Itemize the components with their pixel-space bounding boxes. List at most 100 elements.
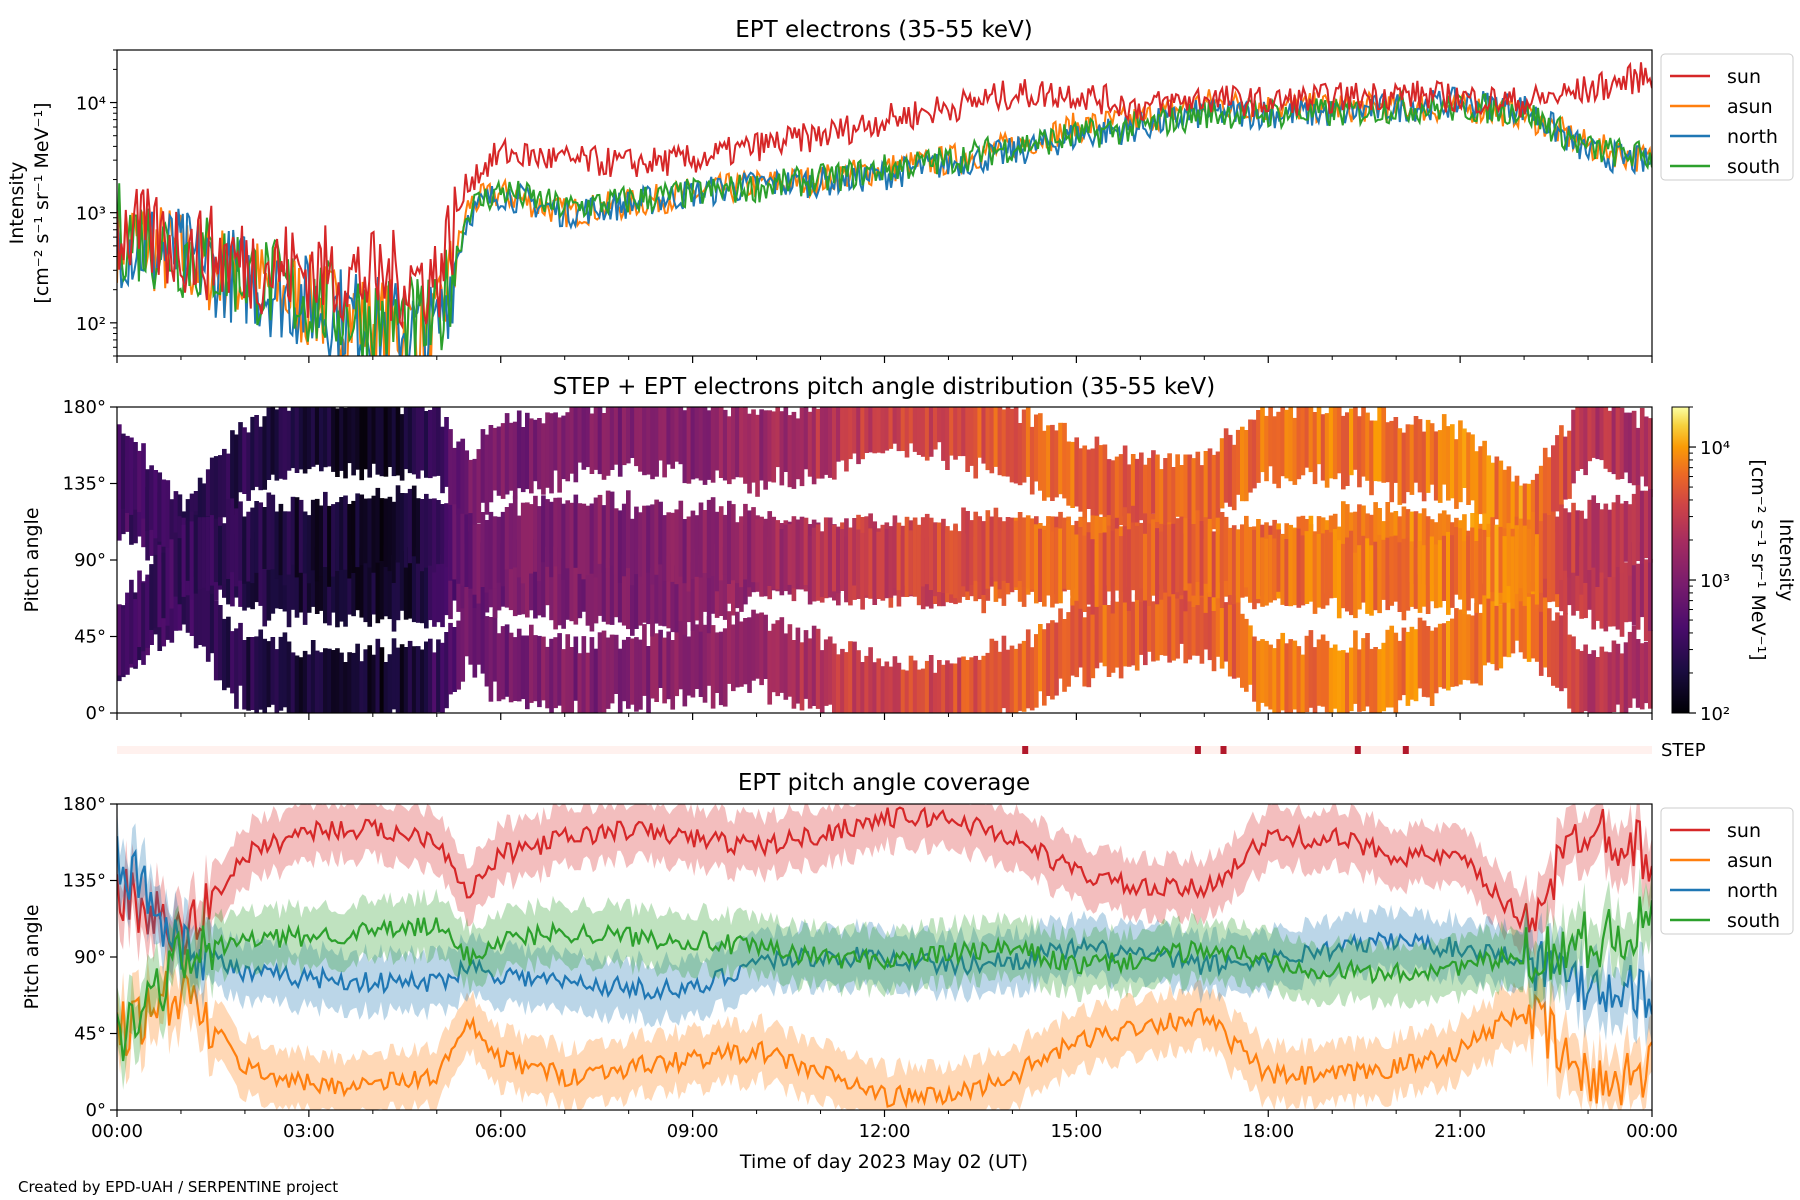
pad-cell — [666, 555, 672, 629]
pad-cell — [949, 530, 954, 595]
pad-cell — [694, 548, 700, 621]
pad-cell — [1393, 632, 1399, 713]
pad-cell — [375, 487, 381, 563]
pad-cell — [1187, 582, 1193, 660]
pad-cell — [848, 527, 853, 606]
pad-cell — [448, 504, 453, 581]
pad-cell — [238, 622, 243, 686]
pad-cell — [1591, 650, 1597, 713]
pad-cell — [1603, 651, 1609, 713]
pad-cell — [1341, 543, 1346, 609]
pad-cell — [1547, 608, 1552, 678]
x-tick-label: 12:00 — [859, 1121, 911, 1142]
pad-cell — [553, 412, 558, 471]
pad-cell — [516, 628, 522, 702]
pad-cell — [1478, 528, 1483, 605]
pad-cell — [1256, 640, 1261, 712]
pad-cell — [722, 628, 728, 707]
pad-cell — [403, 551, 409, 620]
pad-cell — [387, 496, 393, 572]
x-tick-label: 00:00 — [91, 1121, 143, 1142]
pad-cell — [1369, 648, 1374, 713]
pad-cell — [1147, 589, 1152, 652]
pad-cell — [799, 519, 805, 590]
pad-cell — [452, 627, 457, 692]
pad-cell — [827, 636, 833, 705]
pad-cell — [783, 524, 789, 592]
pad-cell — [1034, 634, 1039, 708]
pad-cell — [827, 517, 833, 598]
pad-cell — [569, 647, 575, 713]
pad-cell — [274, 511, 280, 579]
pad-cell — [908, 407, 914, 444]
pad-cell — [1151, 450, 1156, 514]
pad-cell — [367, 557, 373, 627]
pad-cell — [420, 499, 425, 572]
pad-cell — [892, 407, 898, 444]
pad-cell — [937, 407, 942, 443]
pad-cell — [1575, 542, 1580, 611]
pad-cell — [739, 516, 744, 588]
pad-cell — [1038, 528, 1043, 602]
pad-cell — [1167, 524, 1172, 597]
pad-cell — [1252, 636, 1257, 702]
pad-cell — [1405, 537, 1411, 611]
pad-cell — [617, 407, 623, 477]
intensity-ytick-label: 10⁴ — [76, 94, 106, 115]
pad-cell — [205, 584, 211, 662]
pad-cell — [1466, 535, 1471, 611]
pad-cell — [286, 410, 292, 471]
pad-cell — [912, 517, 918, 597]
pad-cell — [1611, 407, 1617, 475]
pad-cell — [1635, 485, 1641, 561]
pad-cell — [250, 637, 255, 710]
pad-cell — [1050, 620, 1055, 700]
pad-cell — [415, 407, 421, 479]
pad-cell — [920, 517, 926, 587]
pad-cell — [125, 435, 130, 513]
pad-cell — [1623, 642, 1629, 713]
pad-cell — [1235, 601, 1241, 678]
pad-cell — [1454, 439, 1459, 509]
pad-cell — [549, 638, 554, 713]
pad-cell — [1409, 626, 1415, 700]
pad-cell — [1005, 407, 1011, 477]
pad-cell — [924, 407, 930, 461]
pad-cell — [1215, 451, 1221, 520]
pad-cell — [1425, 626, 1431, 698]
pad-cell — [884, 407, 890, 451]
pad-cell — [626, 637, 631, 709]
pad-cell — [399, 644, 405, 713]
pad-cell — [553, 637, 558, 709]
pad-cell — [1510, 579, 1516, 654]
angle-tick-label: 90° — [74, 550, 106, 571]
pad-cell — [177, 538, 183, 605]
legend-label-asun: asun — [1727, 850, 1773, 872]
pad-cell — [359, 661, 365, 713]
pad-cell — [997, 407, 1003, 476]
pad-cell — [585, 407, 591, 468]
pad-cell — [1401, 627, 1407, 696]
pad-cell — [298, 499, 304, 573]
pad-cell — [832, 525, 837, 592]
pad-cell — [989, 407, 995, 474]
pad-cell — [1522, 584, 1528, 659]
pad-cell — [306, 654, 312, 713]
pad-cell — [743, 503, 748, 580]
pad-cell — [1324, 640, 1330, 713]
pad-cell — [565, 634, 571, 713]
pad-cell — [1235, 429, 1241, 495]
pad-cell — [706, 410, 712, 480]
pad-cell — [1389, 420, 1395, 503]
pad-cell — [387, 407, 393, 467]
pad-cell — [472, 597, 478, 678]
pad-cell — [1542, 513, 1548, 579]
pad-cell — [1114, 528, 1120, 591]
pad-cell — [1336, 650, 1342, 713]
pad-cell — [565, 554, 571, 620]
pad-cell — [363, 550, 369, 623]
pad-cell — [1385, 502, 1391, 574]
pad-cell — [630, 407, 635, 458]
pad-cell — [1615, 643, 1621, 705]
pad-cell — [638, 639, 643, 710]
